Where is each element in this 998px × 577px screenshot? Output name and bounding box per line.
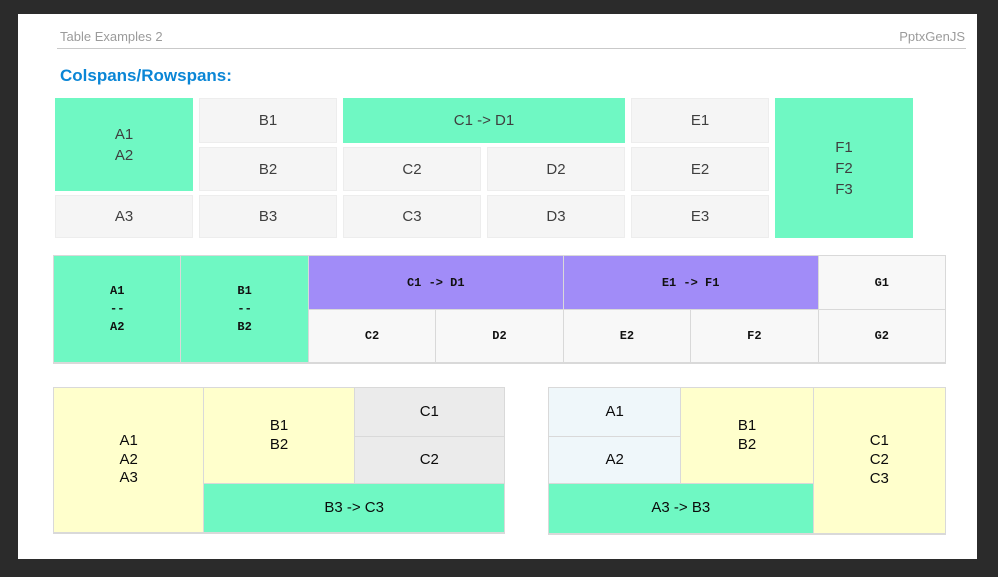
table4-cell-a2: A2 — [549, 437, 681, 483]
table-spans-demo-1: A1 A2 B1 C1 -> D1 E1 F1 F2 F3 B2 C2 D2 E… — [55, 98, 913, 238]
table1-cell-a1a2: A1 A2 — [55, 98, 193, 191]
table3-cell-c2: C2 — [354, 437, 504, 483]
table1-cell-c1d1: C1 -> D1 — [343, 98, 625, 143]
table2-cell-g1: G1 — [818, 256, 945, 309]
table1-cell-c2: C2 — [343, 147, 481, 191]
table1-cell-d3: D3 — [487, 195, 625, 238]
brand-label: PptxGenJS — [899, 29, 965, 44]
table2-cell-a1a2: A1 -- A2 — [54, 256, 181, 362]
table2-cell-c1d1: C1 -> D1 — [308, 256, 563, 309]
table2-cell-e1f1: E1 -> F1 — [563, 256, 818, 309]
table1-cell-f1f2f3: F1 F2 F3 — [775, 98, 913, 238]
table-spans-demo-3: A1 A2 A3 B1 B2 C1 C2 B3 -> C3 — [53, 387, 505, 534]
table1-cell-e1: E1 — [631, 98, 769, 143]
table-spans-demo-4: A1 B1 B2 C1 C2 C3 A2 A3 -> B3 — [548, 387, 946, 535]
table2-cell-g2: G2 — [818, 310, 945, 362]
table3-cell-a1a2a3: A1 A2 A3 — [54, 388, 204, 532]
table1-cell-d2: D2 — [487, 147, 625, 191]
table1-cell-a3: A3 — [55, 195, 193, 238]
table2-cell-d2: D2 — [436, 310, 563, 362]
table4-cell-b1b2: B1 B2 — [681, 388, 813, 483]
table1-cell-e3: E3 — [631, 195, 769, 238]
table4-cell-c1c2c3: C1 C2 C3 — [813, 388, 945, 533]
slide-title: Table Examples 2 — [60, 29, 163, 44]
table2-cell-c2: C2 — [308, 310, 436, 362]
table2-cell-e2: E2 — [563, 310, 691, 362]
table1-cell-b2: B2 — [199, 147, 337, 191]
section-heading: Colspans/Rowspans: — [60, 66, 232, 85]
table1-cell-b3: B3 — [199, 195, 337, 238]
table-spans-demo-2: A1 -- A2 B1 -- B2 C1 -> D1 E1 -> F1 G1 C… — [53, 255, 946, 364]
table1-cell-e2: E2 — [631, 147, 769, 191]
table3-cell-b3c3: B3 -> C3 — [204, 484, 504, 532]
table4-cell-a1: A1 — [549, 388, 681, 436]
table2-cell-b1b2: B1 -- B2 — [181, 256, 308, 362]
table1-cell-c3: C3 — [343, 195, 481, 238]
slide-page: Table Examples 2 PptxGenJS Colspans/Rows… — [18, 14, 977, 559]
table3-cell-b1b2: B1 B2 — [204, 388, 354, 483]
table2-cell-f2: F2 — [691, 310, 818, 362]
table1-cell-b1: B1 — [199, 98, 337, 143]
table4-cell-a3b3: A3 -> B3 — [549, 484, 813, 533]
header-divider — [57, 48, 966, 49]
table3-cell-c1: C1 — [354, 388, 504, 436]
